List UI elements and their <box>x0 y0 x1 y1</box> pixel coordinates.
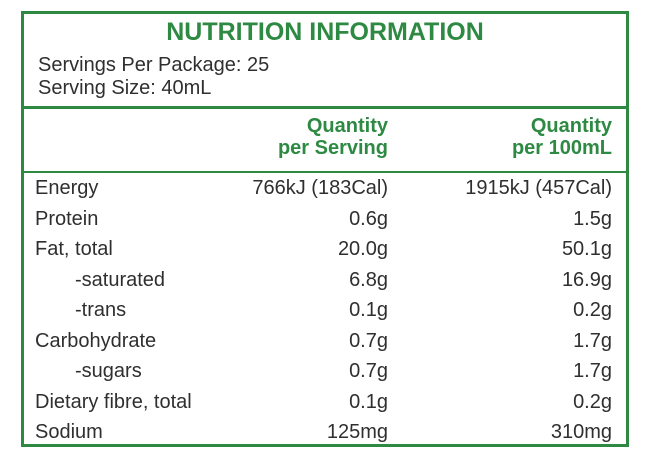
table-row: -sugars 0.7g 1.7g <box>24 358 626 389</box>
per-serving-value: 0.1g <box>349 390 388 413</box>
column-header-per-100ml-line2: per 100mL <box>511 137 612 159</box>
serving-size: Serving Size: 40mL <box>38 77 212 99</box>
per-serving-value: 766kJ (183Cal) <box>252 177 388 199</box>
column-header-per-serving-line1: Quantity <box>306 115 388 137</box>
table-row: -trans 0.1g 0.2g <box>24 297 626 328</box>
per-serving-value: 0.7g <box>349 360 388 382</box>
per-100ml-value: 1.7g <box>573 329 612 352</box>
table-row: Energy 766kJ (183Cal) 1915kJ (457Cal) <box>24 175 626 206</box>
per-serving-value: 125mg <box>326 421 388 443</box>
nutrient-label: -trans <box>75 299 127 321</box>
table-row: Fat, total 20.0g 50.1g <box>24 236 626 267</box>
nutrient-label: Energy <box>35 177 99 199</box>
nutrient-label: Carbohydrate <box>35 329 157 352</box>
per-100ml-value: 0.2g <box>573 390 612 413</box>
per-100ml-value: 0.2g <box>573 299 612 321</box>
per-100ml-value: 1.5g <box>573 207 612 230</box>
table-row: Sodium 125mg 310mg <box>24 419 626 450</box>
nutrient-label: Fat, total <box>35 238 113 260</box>
nutrient-label: Dietary fibre, total <box>35 390 192 413</box>
table-row: Carbohydrate 0.7g 1.7g <box>24 328 626 359</box>
nutrient-label: Protein <box>35 207 99 230</box>
nutrient-label: Sodium <box>35 421 103 443</box>
nutrient-rows: Energy 766kJ (183Cal) 1915kJ (457Cal) Prote… <box>24 175 626 450</box>
per-100ml-value: 1915kJ (457Cal) <box>465 177 612 199</box>
nutrient-label: -sugars <box>75 360 142 382</box>
column-header-per-serving: Quantity per Serving <box>278 115 388 159</box>
per-100ml-value: 1.7g <box>573 360 612 382</box>
per-serving-value: 0.6g <box>349 207 388 230</box>
per-serving-value: 0.7g <box>349 329 388 352</box>
per-100ml-value: 16.9g <box>561 268 612 291</box>
table-row: -saturated 6.8g 16.9g <box>24 267 626 298</box>
header-divider <box>24 106 626 109</box>
per-100ml-value: 310mg <box>550 421 612 443</box>
table-row: Dietary fibre, total 0.1g 0.2g <box>24 389 626 420</box>
per-serving-value: 6.8g <box>349 268 388 291</box>
servings-per-package: Servings Per Package: 25 <box>38 54 270 76</box>
column-header-per-100ml: Quantity per 100mL <box>512 115 612 159</box>
per-serving-value: 20.0g <box>337 238 388 260</box>
nutrition-panel: NUTRITION INFORMATION Servings Per Packa… <box>21 11 629 447</box>
column-header-per-100ml-line1: Quantity <box>530 115 612 137</box>
table-divider <box>24 171 626 173</box>
table-row: Protein 0.6g 1.5g <box>24 206 626 237</box>
per-100ml-value: 50.1g <box>561 238 612 260</box>
panel-title: NUTRITION INFORMATION <box>166 18 484 46</box>
nutrient-label: -saturated <box>75 268 166 291</box>
per-serving-value: 0.1g <box>349 299 388 321</box>
column-header-per-serving-line2: per Serving <box>277 137 388 159</box>
